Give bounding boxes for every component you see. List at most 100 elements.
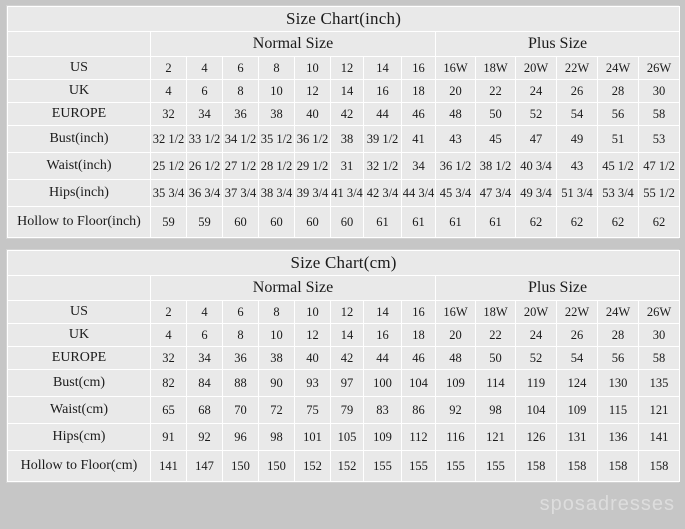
size-chart-inch-block: Size Chart(inch) Normal Size Plus Size US 2 4… bbox=[6, 5, 681, 239]
size-cell: 14 bbox=[330, 323, 364, 347]
size-cell: 38 3/4 bbox=[258, 179, 295, 207]
size-cell: 116 bbox=[435, 423, 476, 451]
size-cell: 34 1/2 bbox=[222, 125, 259, 153]
size-cell: 48 bbox=[435, 102, 476, 126]
size-cell: 42 bbox=[330, 346, 364, 370]
size-cell: 16 bbox=[401, 56, 436, 80]
size-cell: 56 bbox=[597, 346, 639, 370]
size-cell: 33 1/2 bbox=[186, 125, 223, 153]
size-cell: 24W bbox=[597, 56, 639, 80]
size-cell: 18 bbox=[401, 79, 436, 103]
size-cell: 47 bbox=[515, 125, 557, 153]
size-cell: 38 bbox=[258, 346, 295, 370]
size-cell: 70 bbox=[222, 396, 259, 424]
size-cell: 52 bbox=[515, 346, 557, 370]
size-cell: 16W bbox=[435, 56, 476, 80]
table-row: Hollow to Floor(cm) 141 147 150 150 152 152 155… bbox=[7, 450, 681, 482]
size-cell: 114 bbox=[475, 369, 516, 397]
size-cell: 34 bbox=[186, 102, 223, 126]
size-cell: 25 1/2 bbox=[150, 152, 187, 180]
size-chart-cm-block: Size Chart(cm) Normal Size Plus Size US 2 4 6 8… bbox=[6, 249, 681, 483]
table-row: US 2 4 6 8 10 12 14 16 16W 18W 20W 22W 24W 26W bbox=[7, 56, 681, 80]
size-cell: 49 bbox=[556, 125, 598, 153]
size-cell: 24W bbox=[597, 300, 639, 324]
table-row: US 2 4 6 8 10 12 14 16 16W 18W 20W 22W 24W 26W bbox=[7, 300, 681, 324]
size-cell: 18W bbox=[475, 56, 516, 80]
size-cell: 36 bbox=[222, 102, 259, 126]
size-cell: 104 bbox=[401, 369, 436, 397]
size-cell: 28 bbox=[597, 79, 639, 103]
row-label: EUROPE bbox=[7, 102, 151, 126]
size-cell: 72 bbox=[258, 396, 295, 424]
size-cell: 51 bbox=[597, 125, 639, 153]
watermark-text: sposadresses bbox=[539, 493, 675, 515]
size-cell: 91 bbox=[150, 423, 187, 451]
size-cell: 93 bbox=[294, 369, 331, 397]
size-cell: 16 bbox=[401, 300, 436, 324]
size-cell: 141 bbox=[637, 423, 681, 451]
size-cell: 150 bbox=[258, 450, 295, 482]
size-cell: 45 1/2 bbox=[597, 152, 639, 180]
size-cell: 16W bbox=[435, 300, 476, 324]
size-cell: 98 bbox=[258, 423, 295, 451]
size-cell: 112 bbox=[401, 423, 436, 451]
size-cell: 36 3/4 bbox=[186, 179, 223, 207]
size-cell: 136 bbox=[597, 423, 639, 451]
size-cell: 54 bbox=[556, 346, 598, 370]
size-cell: 47 1/2 bbox=[637, 152, 681, 180]
size-cell: 119 bbox=[515, 369, 557, 397]
size-group-header: Normal Size bbox=[150, 31, 436, 57]
size-cell: 36 1/2 bbox=[294, 125, 331, 153]
size-cell: 6 bbox=[222, 300, 259, 324]
row-label: Hips(inch) bbox=[7, 179, 151, 207]
group-header-blank bbox=[7, 275, 151, 301]
size-cell: 12 bbox=[330, 56, 364, 80]
size-cell: 53 3/4 bbox=[597, 179, 639, 207]
size-cell: 8 bbox=[258, 56, 295, 80]
table-row: Bust(cm) 82 84 88 90 93 97 100 104 109 114 119 124 13… bbox=[7, 369, 681, 397]
size-cell: 26W bbox=[637, 56, 681, 80]
size-cell: 79 bbox=[330, 396, 364, 424]
size-cell: 62 bbox=[597, 206, 639, 238]
size-cell: 18W bbox=[475, 300, 516, 324]
size-cell: 50 bbox=[475, 346, 516, 370]
chart-title-row: Size Chart(cm) bbox=[6, 250, 681, 276]
size-cell: 32 1/2 bbox=[150, 125, 187, 153]
size-cell: 2 bbox=[150, 56, 187, 80]
size-cell: 40 bbox=[294, 102, 331, 126]
size-cell: 20W bbox=[515, 56, 557, 80]
row-label: Hips(cm) bbox=[7, 423, 151, 451]
size-cell: 41 bbox=[401, 125, 436, 153]
size-cell: 20W bbox=[515, 300, 557, 324]
table-row: Hips(cm) 91 92 96 98 101 105 109 112 116 121 126 131… bbox=[7, 423, 681, 451]
size-cell: 62 bbox=[637, 206, 681, 238]
table-row: Waist(cm) 65 68 70 72 75 79 83 86 92 98 104 109 115 12… bbox=[7, 396, 681, 424]
row-label: Waist(cm) bbox=[7, 396, 151, 424]
size-cell: 18 bbox=[401, 323, 436, 347]
size-cell: 155 bbox=[363, 450, 402, 482]
size-cell: 28 1/2 bbox=[258, 152, 295, 180]
size-cell: 10 bbox=[258, 79, 295, 103]
size-cell: 48 bbox=[435, 346, 476, 370]
size-cell: 44 bbox=[363, 102, 402, 126]
size-cell: 12 bbox=[294, 79, 331, 103]
size-cell: 150 bbox=[222, 450, 259, 482]
size-cell: 42 3/4 bbox=[363, 179, 402, 207]
size-cell: 46 bbox=[401, 346, 436, 370]
size-cell: 4 bbox=[150, 79, 187, 103]
size-cell: 42 bbox=[330, 102, 364, 126]
size-cell: 60 bbox=[330, 206, 364, 238]
size-cell: 36 1/2 bbox=[435, 152, 476, 180]
size-cell: 86 bbox=[401, 396, 436, 424]
size-cell: 61 bbox=[475, 206, 516, 238]
size-cell: 60 bbox=[222, 206, 259, 238]
size-cell: 109 bbox=[435, 369, 476, 397]
size-cell: 41 3/4 bbox=[330, 179, 364, 207]
size-cell: 135 bbox=[637, 369, 681, 397]
size-cell: 22 bbox=[475, 323, 516, 347]
size-cell: 30 bbox=[637, 79, 681, 103]
row-label: Bust(cm) bbox=[7, 369, 151, 397]
size-cell: 24 bbox=[515, 323, 557, 347]
size-cell: 20 bbox=[435, 323, 476, 347]
size-cell: 105 bbox=[330, 423, 364, 451]
